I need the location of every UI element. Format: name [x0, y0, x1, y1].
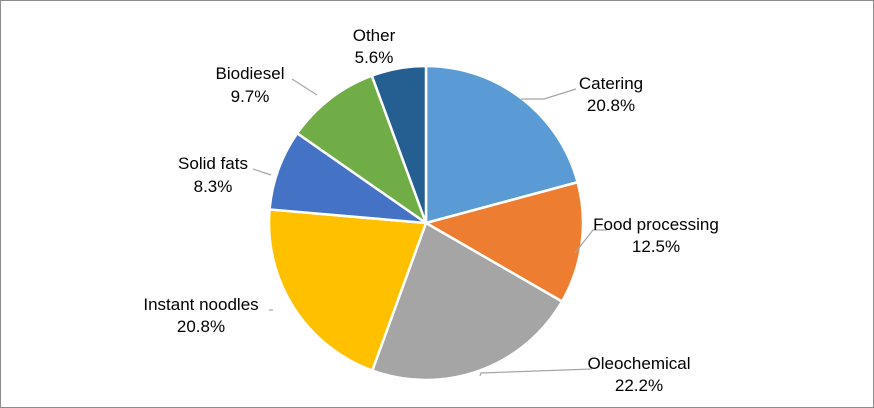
leader-line-oleochemical: [479, 368, 593, 377]
leader-line-solid-fats: [252, 168, 272, 176]
data-label-solid-fats: Solid fats 8.3%: [178, 154, 248, 196]
slice-name: Solid fats: [178, 154, 248, 173]
data-label-instant-noodles: Instant noodles 20.8%: [143, 295, 258, 336]
leader-line-food-processing: [574, 229, 607, 254]
slice-percentage: 5.6%: [355, 48, 394, 67]
slice-name: Instant noodles: [143, 295, 258, 314]
data-label-catering: Catering 20.8%: [579, 74, 643, 115]
leader-line-biodiesel: [291, 78, 318, 96]
slice-percentage: 9.7%: [231, 87, 270, 106]
pie-slice-instant-noodles: [267, 208, 428, 372]
slice-percentage: 8.3%: [194, 177, 233, 196]
pie-slice-other: [370, 64, 428, 225]
data-labels: Catering 20.8% Food processing 12.5% Oleoche…: [143, 26, 719, 395]
slice-percentage: 12.5%: [632, 237, 680, 256]
leader-lines: [252, 78, 607, 377]
slice-name: Catering: [579, 74, 643, 93]
slice-name: Other: [353, 26, 396, 45]
slice-percentage: 20.8%: [177, 317, 225, 336]
slice-percentage: 22.2%: [615, 376, 663, 395]
data-label-food-processing: Food processing 12.5%: [593, 215, 719, 256]
leader-line-catering: [521, 88, 577, 100]
data-label-other: Other 5.6%: [353, 26, 396, 67]
slice-name: Oleochemical: [588, 354, 691, 373]
pie-slices: [267, 64, 585, 382]
pie-slice-biodiesel: [295, 74, 428, 225]
pie-slice-oleochemical: [371, 221, 564, 382]
data-label-oleochemical: Oleochemical 22.2%: [588, 354, 691, 395]
slice-name: Biodiesel: [216, 64, 285, 83]
data-label-biodiesel: Biodiesel 9.7%: [216, 64, 285, 106]
pie-slice-food-processing: [424, 181, 585, 303]
slice-percentage: 20.8%: [587, 96, 635, 115]
slice-name: Food processing: [593, 215, 719, 234]
